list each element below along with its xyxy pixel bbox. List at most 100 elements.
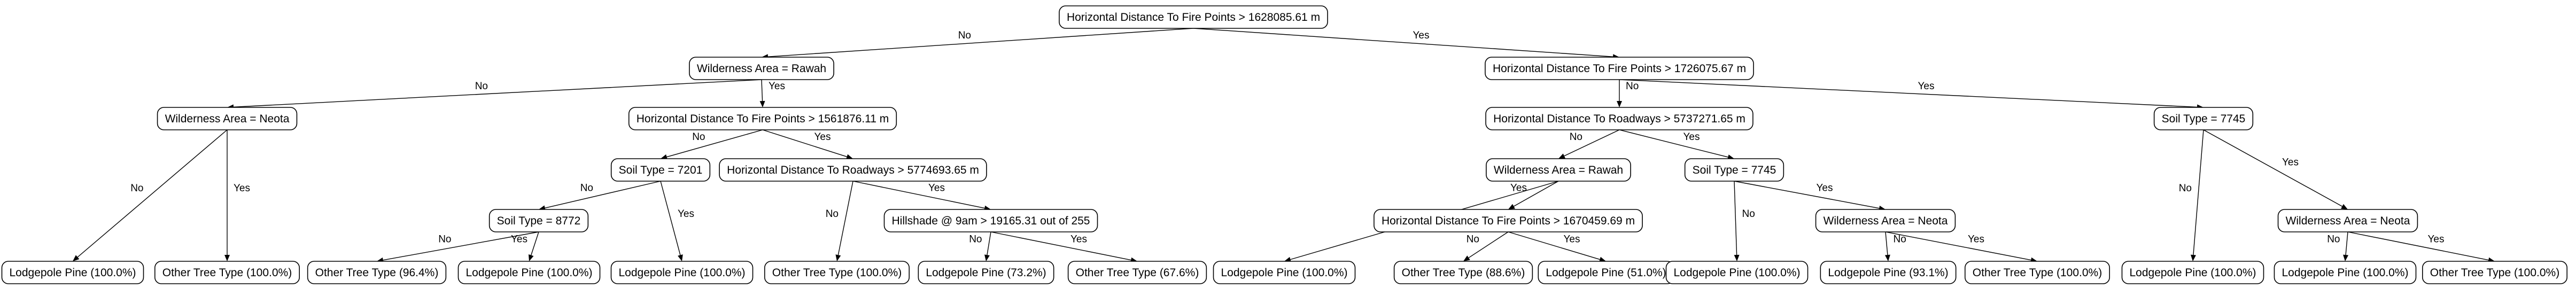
tree-edge: No [73, 129, 228, 261]
arrowhead-icon [1558, 153, 1565, 159]
node-label: Other Tree Type (100.0%) [2430, 267, 2559, 279]
edge-line [1514, 181, 1559, 207]
node-label: Wilderness Area = Neota [2286, 215, 2410, 227]
node-box [1486, 158, 1631, 182]
edge-label-yes: Yes [1070, 234, 1087, 245]
node-box [2121, 261, 2264, 284]
node-label: Horizontal Distance To Fire Points > 172… [1493, 63, 1746, 75]
edge-line [531, 231, 539, 255]
edge-line [2193, 129, 2204, 255]
tree-edge: Yes [852, 181, 991, 211]
tree-leaf-node: Lodgepole Pine (100.0%) [2274, 261, 2417, 284]
tree-leaf-node: Lodgepole Pine (100.0%) [1665, 261, 1809, 284]
node-box [610, 261, 754, 284]
arrowhead-icon [1599, 256, 1606, 262]
node-label: Soil Type = 7201 [619, 164, 703, 176]
node-box [1, 261, 144, 284]
tree-edge: Yes [224, 130, 250, 261]
node-label: Lodgepole Pine (100.0%) [618, 267, 745, 279]
node-label: Lodgepole Pine (100.0%) [465, 267, 592, 279]
edge-label-no: No [1570, 131, 1582, 143]
arrowhead-icon [846, 154, 853, 160]
tree-leaf-node: Other Tree Type (100.0%) [154, 261, 300, 284]
arrowhead-icon [2341, 204, 2348, 209]
tree-decision-node: Wilderness Area = Rawah [689, 57, 834, 80]
edge-line [1193, 28, 1613, 57]
tree-leaf-node: Other Tree Type (96.4%) [307, 261, 447, 284]
tree-decision-node: Wilderness Area = Neota [1815, 209, 1956, 232]
edge-label-yes: Yes [234, 183, 250, 194]
tree-decision-node: Wilderness Area = Neota [157, 107, 298, 130]
edge-label-yes: Yes [1564, 234, 1580, 245]
node-box [2274, 261, 2417, 284]
node-label: Wilderness Area = Rawah [1494, 164, 1623, 176]
node-box [1485, 57, 1754, 80]
tree-edge: Yes [1619, 79, 2203, 110]
edge-label-yes: Yes [2282, 157, 2299, 168]
node-label: Lodgepole Pine (100.0%) [9, 267, 136, 279]
edge-line [1619, 129, 1728, 158]
edge-line [2345, 231, 2348, 255]
edge-line [837, 181, 854, 255]
edge-label-yes: Yes [1510, 183, 1527, 194]
tree-edge: No [2327, 231, 2349, 261]
node-label: Other Tree Type (100.0%) [772, 267, 902, 279]
edge-label-no: No [1626, 81, 1639, 92]
arrowhead-icon [1734, 254, 1740, 261]
tree-edge: No [377, 231, 539, 263]
node-box [2422, 261, 2568, 284]
edge-label-no: No [1742, 208, 1755, 220]
edge-line [383, 231, 539, 261]
edge-line [1885, 231, 2031, 261]
edge-line [1734, 181, 1880, 209]
edges-layer: No Yes No Yes No Yes No Yes No Yes No Yes No Yes No Yes… [73, 28, 2495, 263]
edge-label-no: No [1894, 234, 1906, 245]
tree-edge: Yes [1508, 181, 1559, 209]
edge-label-no: No [130, 183, 143, 194]
arrowhead-icon [528, 254, 534, 261]
edge-label-no: No [438, 234, 451, 245]
arrowhead-icon [1284, 256, 1291, 262]
edge-line [666, 129, 763, 158]
tree-edge: Yes [759, 79, 785, 107]
edge-label-no: No [826, 208, 839, 220]
node-label: Lodgepole Pine (73.2%) [926, 267, 1046, 279]
tree-edge: Yes [762, 129, 853, 160]
edge-line [1564, 129, 1620, 157]
node-box [1820, 261, 1957, 284]
node-label: Wilderness Area = Neota [1824, 215, 1948, 227]
tree-edge: Yes [1193, 28, 1619, 60]
node-label: Horizontal Distance To Fire Points > 167… [1382, 215, 1635, 227]
node-label: Horizontal Distance To Fire Points > 156… [637, 113, 889, 125]
arrowhead-icon [759, 100, 765, 107]
node-box [1964, 261, 2111, 284]
node-box [1815, 209, 1956, 232]
tree-edge: No [969, 231, 991, 261]
node-label: Lodgepole Pine (93.1%) [1828, 267, 1948, 279]
tree-edge: Yes [660, 181, 694, 261]
tree-decision-node: Horizontal Distance To Fire Points > 162… [1059, 5, 1328, 29]
node-box [719, 158, 987, 182]
edge-line [2347, 231, 2489, 261]
tree-edge: Yes [990, 231, 1137, 263]
tree-decision-node: Horizontal Distance To Fire Points > 167… [1374, 209, 1643, 232]
edge-line [1508, 231, 1600, 260]
tree-edge: No [1463, 231, 1509, 261]
tree-leaf-node: Lodgepole Pine (73.2%) [918, 261, 1054, 284]
node-box [689, 57, 834, 80]
tree-edge: No [227, 79, 762, 110]
edge-label-yes: Yes [678, 208, 694, 220]
tree-edge: No [762, 28, 1194, 60]
node-label: Hillshade @ 9am > 19165.31 out of 255 [892, 215, 1090, 227]
node-label: Lodgepole Pine (100.0%) [1221, 267, 1347, 279]
node-box [1393, 261, 1533, 284]
edge-label-yes: Yes [1413, 30, 1430, 41]
node-label: Wilderness Area = Rawah [697, 63, 826, 75]
tree-leaf-node: Other Tree Type (100.0%) [764, 261, 910, 284]
tree-leaf-node: Lodgepole Pine (100.0%) [1, 261, 144, 284]
node-label: Lodgepole Pine (100.0%) [1673, 267, 1800, 279]
edge-line [660, 181, 681, 255]
edge-label-yes: Yes [1918, 81, 1935, 92]
edge-label-no: No [1467, 234, 1479, 245]
